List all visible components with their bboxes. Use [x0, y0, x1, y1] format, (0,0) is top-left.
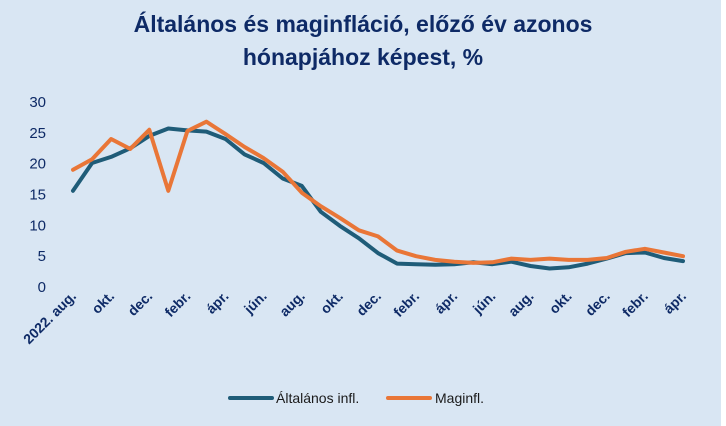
y-tick-label: 10: [29, 217, 46, 234]
x-tick-label: aug.: [505, 288, 537, 320]
x-tick-label: okt.: [88, 288, 117, 317]
right-border: [721, 0, 726, 426]
y-tick-label: 25: [29, 125, 46, 142]
x-tick-label: ápr.: [431, 288, 460, 317]
x-tick-label: aug.: [276, 288, 308, 320]
chart-title-line-2: hónapjához képest, %: [242, 44, 484, 70]
y-tick-label: 30: [29, 94, 46, 111]
x-tick-label: 2022. aug.: [20, 288, 79, 347]
chart-title: Általános és maginfláció, előző év azono…: [0, 8, 726, 74]
legend-label-maginfl: Maginfl.: [435, 390, 484, 406]
x-tick-label: dec.: [353, 288, 384, 319]
y-tick-label: 15: [29, 187, 46, 204]
x-tick-label: febr.: [161, 288, 193, 320]
x-tick-label: febr.: [390, 288, 422, 320]
x-tick-label: ápr.: [203, 288, 232, 317]
x-tick-label: dec.: [582, 288, 613, 319]
series-line-altalanos: [71, 126, 685, 271]
x-tick-label: febr.: [619, 288, 651, 320]
x-tick-label: jún.: [469, 288, 499, 318]
legend-label-altalanos: Általános infl.: [276, 390, 359, 406]
series-lines: [71, 119, 685, 271]
x-tick-label: dec.: [124, 288, 155, 319]
x-axis-ticks: 2022. aug. okt. dec. febr. ápr. jún. aug. okt. d…: [20, 288, 689, 347]
chart-title-line-1: Általános és maginfláció, előző év azono…: [133, 11, 593, 37]
legend: Általános infl. Maginfl.: [228, 390, 484, 406]
x-tick-label: okt.: [317, 288, 346, 317]
y-tick-label: 5: [38, 248, 46, 265]
x-tick-label: jún.: [240, 288, 270, 318]
y-tick-label: 20: [29, 156, 46, 173]
x-tick-label: okt.: [546, 288, 575, 317]
y-tick-label: 0: [38, 279, 46, 296]
series-line-maginfl: [71, 119, 685, 265]
x-tick-label: ápr.: [660, 288, 689, 317]
y-axis-ticks: 0 5 10 15 20 25 30: [29, 94, 46, 296]
